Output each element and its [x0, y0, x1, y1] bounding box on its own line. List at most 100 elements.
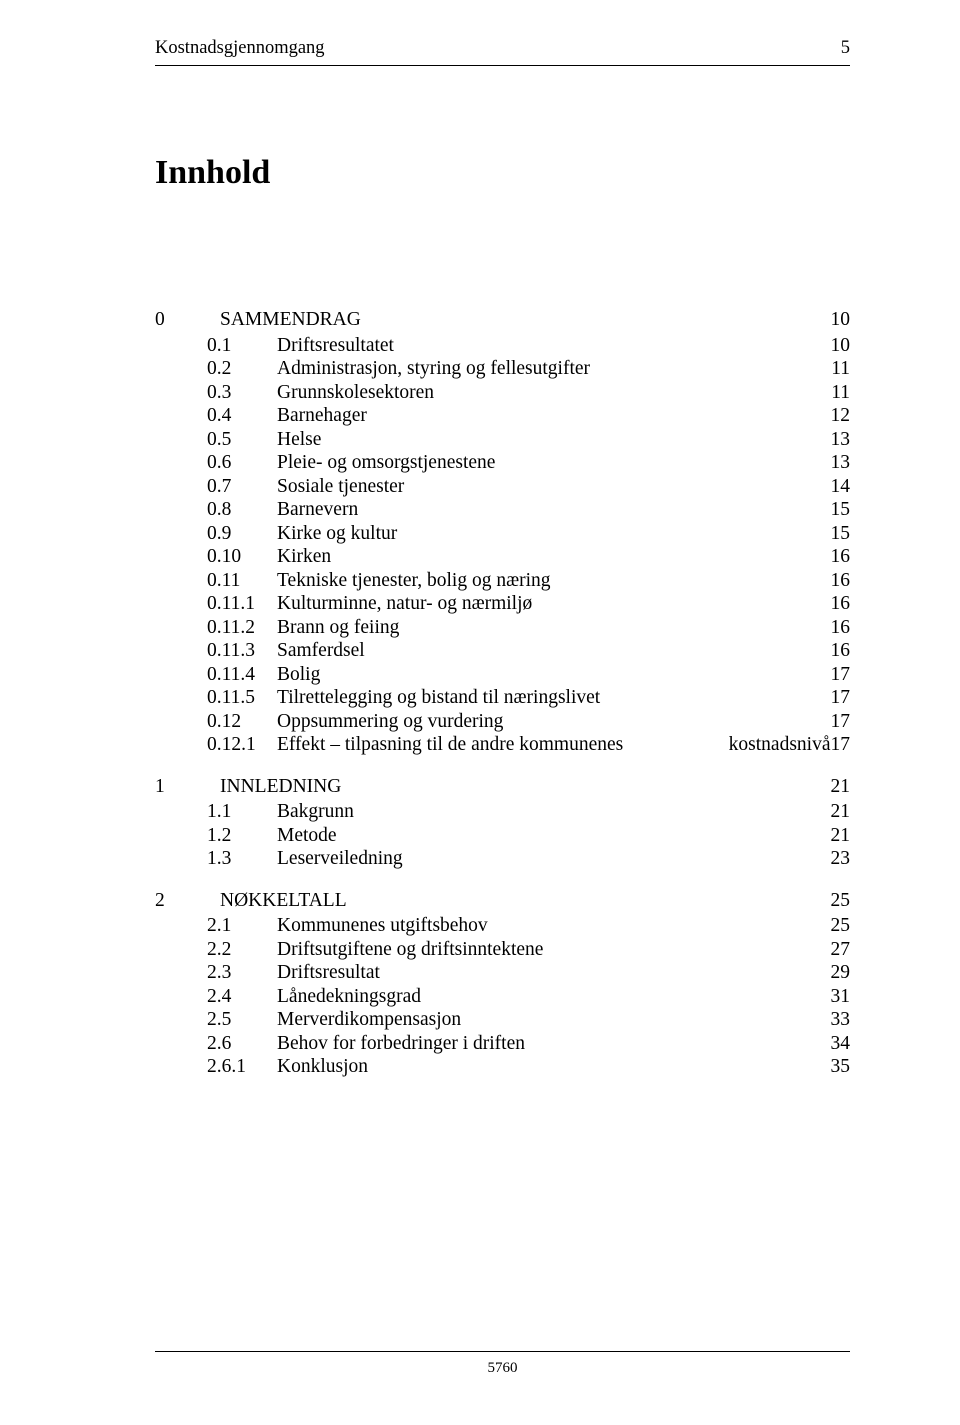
toc-entry-label: Sosiale tjenester: [277, 477, 404, 497]
toc-entry-left: 0.11.4Bolig: [207, 665, 320, 685]
toc-entry-number: 0.3: [207, 383, 277, 403]
toc-entry-label: Driftsutgiftene og driftsinntektene: [277, 940, 543, 960]
toc-entry-left: 2.5Merverdikompensasjon: [207, 1010, 461, 1030]
toc-entry-label: Tekniske tjenester, bolig og næring: [277, 571, 551, 591]
toc-entry-page: 11: [831, 359, 850, 379]
toc-entry-left: 1.3Leserveiledning: [207, 849, 403, 869]
toc-entry: 0.11.4Bolig 17: [155, 665, 850, 685]
toc-entry-label: Brann og feiing: [277, 618, 399, 638]
toc-entry-label: Kulturminne, natur- og nærmiljø: [277, 594, 532, 614]
toc-entry-left: 2NØKKELTALL: [155, 891, 347, 911]
toc-entry-left: 0.12.1Effekt – tilpasning til de andre k…: [207, 735, 623, 755]
toc-entry-page: 14: [831, 477, 851, 497]
toc-entry-page: 16: [831, 571, 851, 591]
toc-entry: 2.4Lånedekningsgrad 31: [155, 987, 850, 1007]
toc-entry-page: 15: [831, 500, 851, 520]
toc-entry: 0.11.3Samferdsel16: [155, 641, 850, 661]
toc-entry-left: 0.2Administrasjon, styring og fellesutgi…: [207, 359, 590, 379]
toc-entry-number: 1.1: [207, 802, 277, 822]
toc-entry-left: 0.11Tekniske tjenester, bolig og næring: [207, 571, 551, 591]
toc-entry-number: 0.11.1: [207, 594, 277, 614]
toc-entry-left: 0.3Grunnskolesektoren: [207, 383, 434, 403]
toc-entry-number: 0.11.2: [207, 618, 277, 638]
toc-entry-number: 1.3: [207, 849, 277, 869]
toc-entry: 0.12.1Effekt – tilpasning til de andre k…: [155, 735, 850, 755]
toc-entry: 0.12Oppsummering og vurdering 17: [155, 712, 850, 732]
toc-entry-left: 2.3Driftsresultat: [207, 963, 380, 983]
toc-entry-label: Effekt – tilpasning til de andre kommune…: [277, 735, 623, 755]
toc-entry-label: Bakgrunn: [277, 802, 354, 822]
toc-entry-page: 13: [831, 430, 851, 450]
toc-entry-page: 27: [831, 940, 851, 960]
toc-entry-left: 1.1Bakgrunn: [207, 802, 354, 822]
toc-entry: 1.2Metode21: [155, 826, 850, 846]
toc-entry-label: Driftsresultatet: [277, 336, 394, 356]
footer: 5760: [155, 1351, 850, 1377]
toc-entry-page: 17: [831, 688, 851, 708]
toc-entry-left: 0.5Helse: [207, 430, 321, 450]
toc-entry-number: 0.5: [207, 430, 277, 450]
toc-entry-page: 23: [831, 849, 851, 869]
toc-entry-page: 11: [831, 383, 850, 403]
table-of-contents: 0SAMMENDRAG100.1Driftsresultatet100.2Adm…: [155, 310, 850, 1077]
toc-entry-left: 0.12Oppsummering og vurdering: [207, 712, 503, 732]
toc-entry: 2.5Merverdikompensasjon33: [155, 1010, 850, 1030]
toc-entry: 1.1Bakgrunn 21: [155, 802, 850, 822]
header-page-number: 5: [841, 38, 850, 59]
toc-entry: 0.5Helse 13: [155, 430, 850, 450]
toc-entry-number: 0.11.3: [207, 641, 277, 661]
toc-entry-left: 0.8Barnevern: [207, 500, 358, 520]
toc-entry: 0.8Barnevern 15: [155, 500, 850, 520]
running-header: Kostnadsgjennomgang 5: [155, 38, 850, 63]
toc-entry-page: 31: [831, 987, 851, 1007]
toc-entry-label: Bolig: [277, 665, 320, 685]
toc-entry-label: Barnehager: [277, 406, 367, 426]
toc-entry-label: SAMMENDRAG: [220, 310, 361, 330]
toc-entry: 0.10Kirken 16: [155, 547, 850, 567]
toc-entry-number: 0.10: [207, 547, 277, 567]
toc-entry-page: 25: [831, 916, 851, 936]
toc-entry-label: Lånedekningsgrad: [277, 987, 421, 1007]
toc-entry-left: 0.11.2Brann og feiing: [207, 618, 399, 638]
toc-entry-label: Kommunenes utgiftsbehov: [277, 916, 488, 936]
toc-entry-label: Merverdikompensasjon: [277, 1010, 461, 1030]
toc-entry: 2.6.1Konklusjon35: [155, 1057, 850, 1077]
toc-entry-number: 0.12: [207, 712, 277, 732]
toc-entry-label: Kirken: [277, 547, 331, 567]
toc-entry-page: 29: [831, 963, 851, 983]
toc-entry: 2NØKKELTALL25: [155, 891, 850, 911]
toc-entry-label: Tilrettelegging og bistand til næringsli…: [277, 688, 600, 708]
toc-entry-left: 2.4Lånedekningsgrad: [207, 987, 421, 1007]
toc-entry-page: 16: [831, 594, 851, 614]
toc-entry-left: 1INNLEDNING: [155, 777, 341, 797]
toc-entry-left: 1.2Metode: [207, 826, 337, 846]
toc-entry-left: 0.9Kirke og kultur: [207, 524, 397, 544]
toc-entry: 0.11.2Brann og feiing 16: [155, 618, 850, 638]
toc-entry: 0.2Administrasjon, styring og fellesutgi…: [155, 359, 850, 379]
toc-entry-number: 0.9: [207, 524, 277, 544]
toc-entry-page: 34: [831, 1034, 851, 1054]
toc-entry-page: 17: [831, 712, 851, 732]
toc-entry-page: 13: [831, 453, 851, 473]
toc-entry-number: 0.8: [207, 500, 277, 520]
toc-entry-left: 2.1Kommunenes utgiftsbehov: [207, 916, 488, 936]
toc-entry-label: Behov for forbedringer i driften: [277, 1034, 525, 1054]
toc-entry: 0.6Pleie- og omsorgstjenestene 13: [155, 453, 850, 473]
toc-entry-page: 35: [831, 1057, 851, 1077]
toc-entry-page: 21: [831, 802, 851, 822]
toc-entry-page: 16: [831, 618, 851, 638]
toc-entry: 0.11.5Tilrettelegging og bistand til nær…: [155, 688, 850, 708]
toc-entry: 0SAMMENDRAG10: [155, 310, 850, 330]
toc-entry-page: 16: [831, 547, 851, 567]
toc-entry: 2.1Kommunenes utgiftsbehov 25: [155, 916, 850, 936]
toc-entry-number: 2.4: [207, 987, 277, 1007]
toc-entry-label: Pleie- og omsorgstjenestene: [277, 453, 495, 473]
toc-entry-left: 0.6Pleie- og omsorgstjenestene: [207, 453, 495, 473]
toc-entry-page: kostnadsnivå17: [729, 735, 850, 755]
toc-entry-label: Leserveiledning: [277, 849, 403, 869]
toc-entry-left: 2.6Behov for forbedringer i driften: [207, 1034, 525, 1054]
toc-entry-number: 0.11: [207, 571, 277, 591]
toc-entry-page: 17: [831, 665, 851, 685]
toc-entry-page: 15: [831, 524, 851, 544]
page-title: Innhold: [155, 154, 850, 192]
